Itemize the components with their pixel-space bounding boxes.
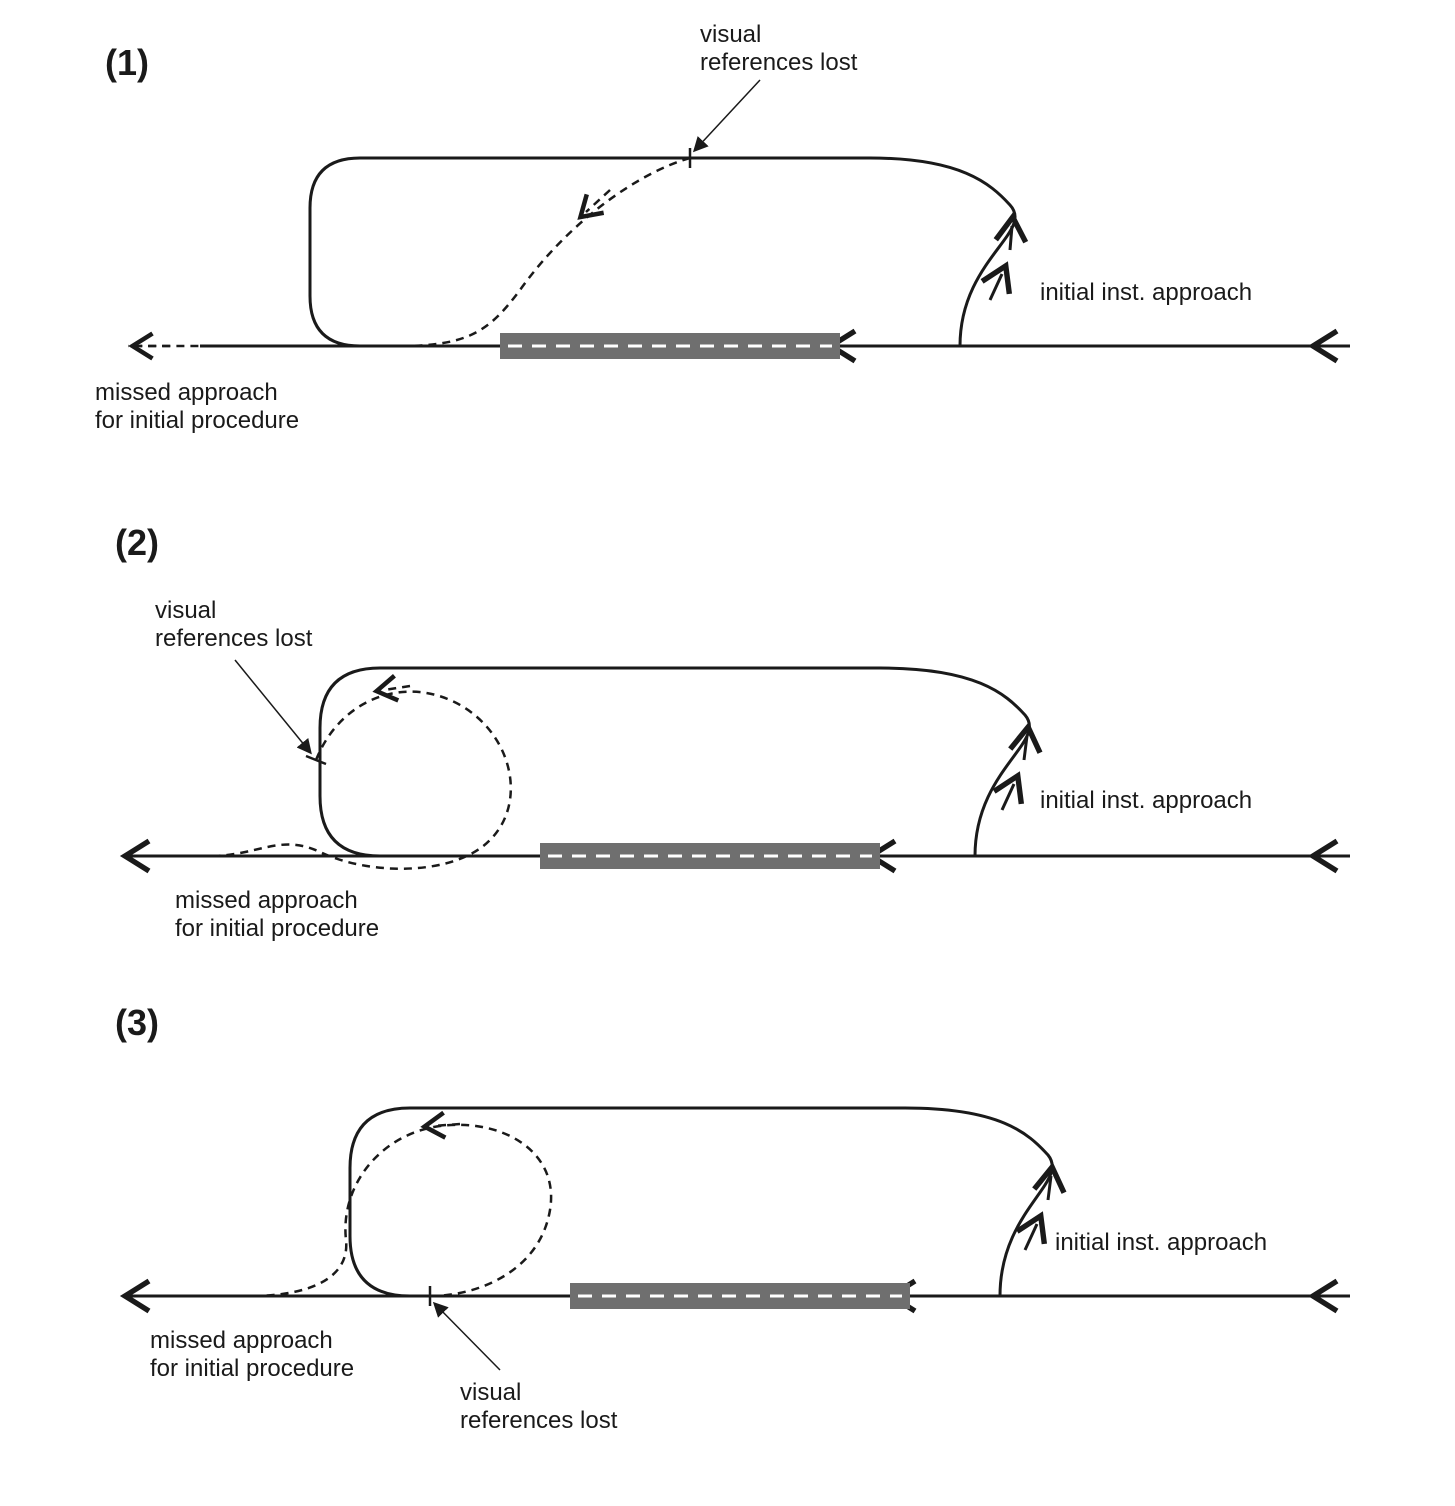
dir-chevron [1002, 784, 1014, 810]
panel-2: (2) visual references lost initial inst.… [115, 522, 1350, 942]
circuit-path [350, 1108, 1052, 1296]
panel-number: (2) [115, 522, 159, 563]
vrl-label-line2: references lost [700, 49, 858, 76]
vrl-label-line1: visual [155, 597, 216, 624]
dir-chevron [1025, 1224, 1037, 1250]
vrl-label-line2: references lost [155, 625, 313, 652]
panel-3: (3) visual references lost initial inst.… [115, 1002, 1350, 1434]
vrl-leader [435, 1304, 500, 1370]
panel-1: (1) visual references lost initial inst.… [95, 21, 1350, 434]
circuit-path [310, 158, 1015, 346]
missed-approach-label-l2: for initial procedure [150, 1355, 354, 1382]
runway-icon [570, 1283, 910, 1309]
runway-icon [540, 843, 880, 869]
initial-approach-label: initial inst. approach [1040, 787, 1252, 814]
circuit-path [320, 668, 1029, 856]
missed-approach-label-l1: missed approach [175, 887, 358, 914]
missed-approach-label-l1: missed approach [150, 1327, 333, 1354]
initial-approach-label: initial inst. approach [1055, 1229, 1267, 1256]
vrl-leader [235, 660, 310, 752]
dir-chevron [1010, 226, 1012, 250]
missed-approach-label-l2: for initial procedure [95, 407, 299, 434]
vrl-label-line1: visual [700, 21, 761, 48]
runway-icon [500, 333, 840, 359]
panel-number: (3) [115, 1002, 159, 1043]
dir-chevron [990, 274, 1002, 300]
missed-approach-label-l1: missed approach [95, 379, 278, 406]
missed-approach-label-l2: for initial procedure [175, 915, 379, 942]
approach-diagram: (1) visual references lost initial inst.… [0, 0, 1455, 1506]
initial-approach-label: initial inst. approach [1040, 279, 1252, 306]
vrl-label-line2: references lost [460, 1407, 618, 1434]
missed-approach-loop [150, 692, 511, 869]
dashed-dir [384, 686, 410, 690]
missed-approach-path [128, 158, 690, 346]
vrl-label-line1: visual [460, 1379, 521, 1406]
panel-number: (1) [105, 42, 149, 83]
vrl-leader [695, 80, 760, 150]
